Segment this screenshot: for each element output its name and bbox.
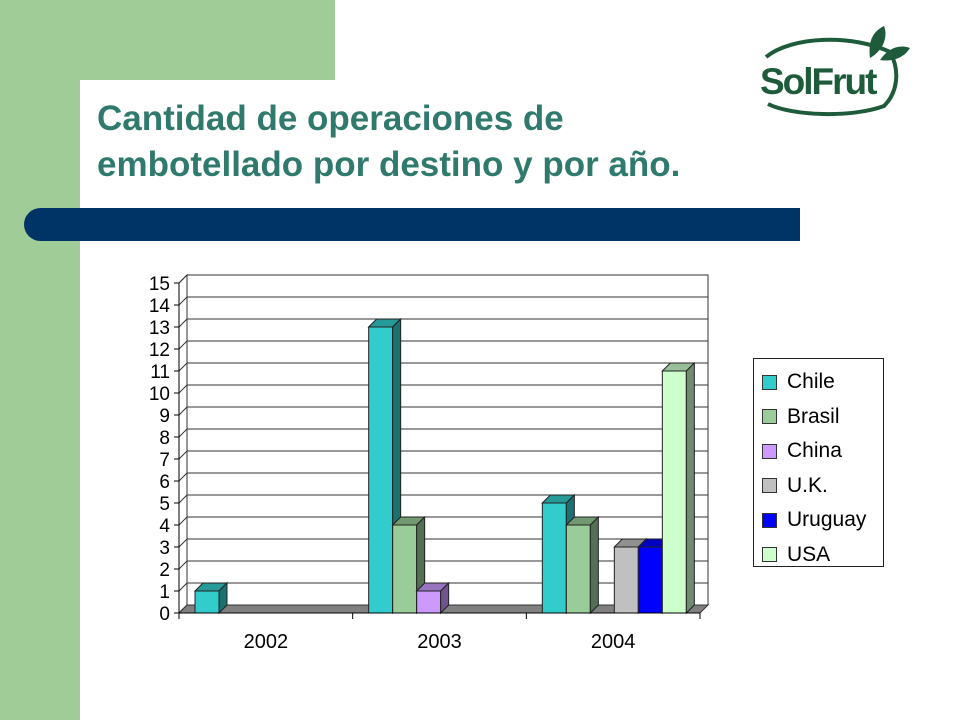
x-tick-label: 2003 bbox=[417, 631, 462, 653]
legend-label: China bbox=[787, 439, 842, 463]
y-tick-label: 14 bbox=[149, 296, 171, 317]
gridline-side bbox=[178, 384, 188, 394]
gridline-side bbox=[178, 318, 188, 328]
y-tick-label: 12 bbox=[149, 340, 170, 361]
legend-item-china: China bbox=[762, 434, 883, 469]
bar-uk-2004 bbox=[613, 546, 639, 614]
gridline-side bbox=[178, 362, 188, 372]
legend-label: Brasil bbox=[787, 404, 840, 428]
bar-uruguay-2004 bbox=[637, 546, 663, 614]
gridline-side bbox=[178, 582, 188, 592]
y-tick-label: 10 bbox=[149, 384, 170, 405]
bar-chile-2004 bbox=[541, 502, 567, 614]
y-tick-label: 0 bbox=[159, 604, 170, 625]
svg-text:SolFrut: SolFrut bbox=[760, 61, 877, 102]
legend-label: U.K. bbox=[787, 473, 828, 497]
gridline-side bbox=[178, 406, 188, 416]
legend-label: Chile bbox=[787, 370, 835, 394]
y-tick-label: 2 bbox=[159, 560, 170, 581]
gridline-side bbox=[178, 296, 188, 306]
y-tick-label: 4 bbox=[159, 516, 170, 537]
legend-swatch bbox=[762, 409, 777, 425]
y-tick-label: 9 bbox=[159, 406, 170, 427]
y-tick-label: 3 bbox=[159, 538, 170, 559]
x-tick-label: 2002 bbox=[244, 631, 289, 653]
legend-item-chile: Chile bbox=[762, 365, 883, 400]
bar-side bbox=[685, 361, 695, 615]
legend-item-usa: USA bbox=[762, 538, 883, 573]
gridline-side bbox=[178, 340, 188, 350]
bar-brasil-2003 bbox=[392, 524, 418, 614]
bar-china-2003 bbox=[416, 590, 442, 614]
bar-chile-2003 bbox=[368, 326, 394, 614]
side-bar bbox=[0, 0, 80, 720]
chart-legend: Chile Brasil China U.K. Uruguay USA bbox=[753, 358, 884, 567]
title-divider-band bbox=[24, 208, 800, 241]
gridline-side bbox=[178, 428, 188, 438]
slide-title-line-2: embotellado por destino y por año. bbox=[97, 145, 681, 184]
bar-side bbox=[440, 581, 450, 615]
gridline-side bbox=[178, 538, 188, 548]
legend-item-uruguay: Uruguay bbox=[762, 503, 883, 538]
gridline-side bbox=[178, 274, 188, 284]
legend-label: Uruguay bbox=[787, 508, 867, 532]
bar-side bbox=[218, 581, 228, 615]
bar-usa-2004 bbox=[661, 370, 687, 614]
y-tick-label: 15 bbox=[149, 274, 170, 295]
gridline-side bbox=[178, 450, 188, 460]
y-tick-label: 5 bbox=[159, 494, 170, 515]
legend-swatch bbox=[762, 512, 777, 528]
legend-swatch bbox=[762, 478, 777, 494]
y-tick-label: 7 bbox=[159, 450, 170, 471]
bar-brasil-2004 bbox=[565, 524, 591, 614]
slide-title: Cantidad de operaciones de embotellado p… bbox=[97, 96, 737, 188]
solfrut-logo: SolFrut bbox=[752, 22, 912, 126]
gridline-side bbox=[178, 560, 188, 570]
legend-swatch bbox=[762, 374, 777, 390]
y-tick-label: 11 bbox=[150, 362, 170, 383]
y-tick-label: 8 bbox=[159, 428, 170, 449]
legend-swatch bbox=[762, 547, 777, 563]
legend-item-uk: U.K. bbox=[762, 469, 883, 504]
top-accent-block bbox=[80, 0, 335, 80]
legend-label: USA bbox=[787, 542, 831, 566]
y-tick-label: 13 bbox=[149, 318, 170, 339]
legend-swatch bbox=[762, 443, 777, 459]
bar-side bbox=[589, 515, 599, 615]
slide-title-line-1: Cantidad de operaciones de bbox=[97, 99, 564, 138]
y-tick-label: 6 bbox=[159, 472, 170, 493]
y-tick-label: 1 bbox=[159, 582, 170, 603]
legend-item-brasil: Brasil bbox=[762, 400, 883, 435]
bar-chile-2002 bbox=[194, 590, 220, 614]
gridline-side bbox=[178, 516, 188, 526]
gridline-side bbox=[178, 494, 188, 504]
x-tick-label: 2004 bbox=[591, 631, 636, 653]
gridline-side bbox=[178, 472, 188, 482]
